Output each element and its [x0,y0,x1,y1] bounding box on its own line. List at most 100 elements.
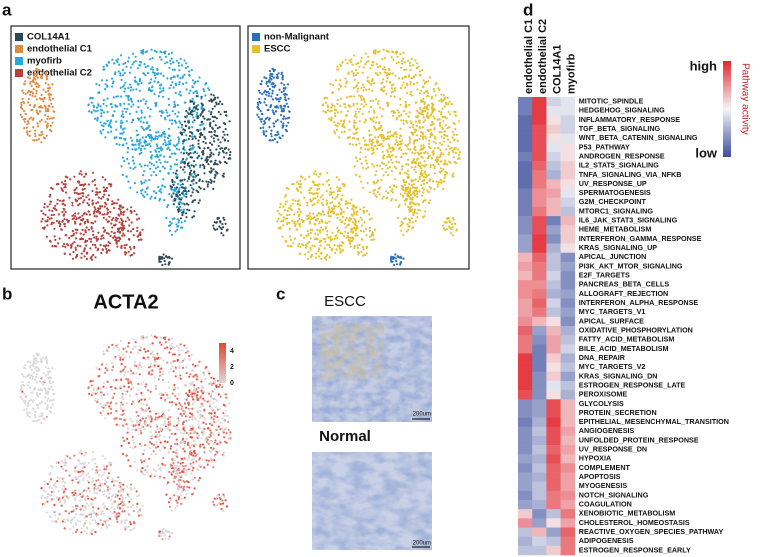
cell-dot [154,80,156,82]
cell-dot [422,110,424,112]
cell-dot [125,176,127,178]
cell-dot [333,130,335,132]
cell-dot [329,83,331,85]
cell-dot [179,361,181,363]
cell-dot [100,132,102,134]
cell-dot [330,107,332,109]
cell-dot [124,244,126,246]
cell-dot [170,445,172,447]
cell-dot [368,130,370,132]
cell-dot [143,357,145,359]
cell-dot [366,252,368,254]
cell-dot [350,218,352,220]
cell-dot [396,263,398,265]
cell-dot [362,255,364,257]
cell-dot [120,371,122,373]
cell-dot [119,232,121,234]
cell-dot [184,74,186,76]
cell-dot [213,418,215,420]
cell-dot [175,122,177,124]
cell-dot [198,361,200,363]
cell-dot [118,237,120,239]
cell-dot [324,241,326,243]
cell-dot [337,194,339,196]
cell-dot [146,403,148,405]
cell-dot [329,191,331,193]
cell-dot [430,134,432,136]
cell-dot [133,234,135,236]
cell-dot [143,170,145,172]
cell-dot [322,204,324,206]
cell-dot [311,229,313,231]
cell-dot [106,369,108,371]
cell-dot [103,404,105,406]
cell-dot [76,229,78,231]
cell-dot [156,336,158,338]
cell-dot [229,431,231,433]
cell-dot [41,107,43,109]
cell-dot [305,247,307,249]
cell-dot [85,173,87,175]
cell-dot [120,95,122,97]
cell-dot [89,214,91,216]
cell-dot [56,183,58,185]
cell-dot [209,125,211,127]
cell-dot [391,256,393,258]
cell-dot [282,236,284,238]
cell-dot [159,56,161,58]
cell-dot [401,142,403,144]
cell-dot [332,197,334,199]
cell-dot [169,371,171,373]
cell-dot [180,209,182,211]
cell-dot [57,199,59,201]
cell-dot [144,164,146,166]
cell-dot [111,389,113,391]
cell-dot [198,420,200,422]
cell-dot [394,96,396,98]
cell-dot [336,176,338,178]
cell-dot [212,402,214,404]
cell-dot [110,131,112,133]
cell-dot [102,249,104,251]
cell-dot [282,125,284,127]
cell-dot [273,125,275,127]
cell-dot [180,161,182,163]
cell-dot [416,125,418,127]
cell-dot [134,166,136,168]
cell-dot [213,140,215,142]
cell-dot [174,395,176,397]
cell-dot [176,505,178,507]
cell-dot [167,204,169,206]
cell-dot [174,506,176,508]
cell-dot [355,174,357,176]
cell-dot [318,188,320,190]
cell-dot [280,226,282,228]
cell-dot [178,65,180,67]
cell-dot [176,483,178,485]
scale-bar-label: 200um [413,412,431,418]
cell-dot [72,258,74,260]
cell-dot [353,87,355,89]
cell-dot [208,412,210,414]
cell-dot [299,246,301,248]
cell-dot [213,378,215,380]
cell-dot [393,257,395,259]
cell-dot [380,87,382,89]
cell-dot [361,239,363,241]
cell-dot [203,188,205,190]
cell-dot [212,116,214,118]
cell-dot [287,106,289,108]
cell-dot [123,374,125,376]
cell-dot [223,436,225,438]
cell-dot [440,111,442,113]
cell-dot [150,151,152,153]
cell-dot [155,447,157,449]
cell-dot [42,133,44,135]
cell-dot [414,209,416,211]
cell-dot [150,363,152,365]
cell-dot [452,173,454,175]
cell-dot [73,176,75,178]
cell-dot [342,216,344,218]
cell-dot [107,381,109,383]
cell-dot [145,383,147,385]
